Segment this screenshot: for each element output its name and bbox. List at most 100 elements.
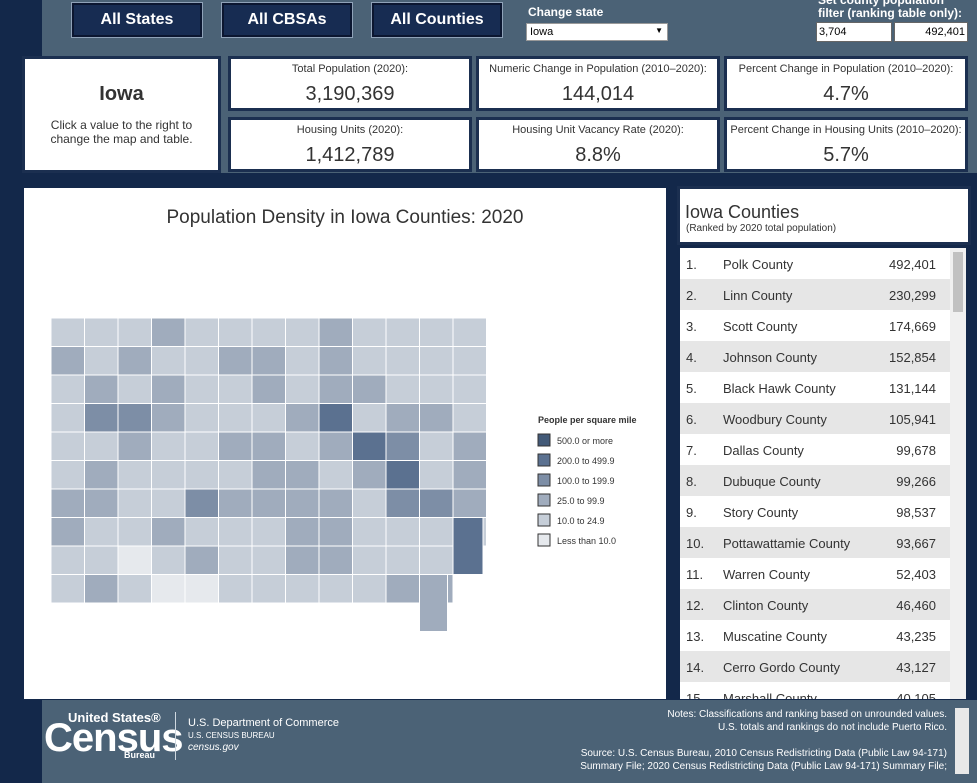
table-row[interactable]: 2. Linn County 230,299 xyxy=(680,279,958,310)
table-row[interactable]: 8. Dubuque County 99,266 xyxy=(680,465,958,496)
stat-value: 4.7% xyxy=(823,83,869,105)
legend-swatch xyxy=(537,433,551,447)
county-shape xyxy=(352,431,387,461)
table-row[interactable]: 15. Marshall County 40,105 xyxy=(680,682,958,699)
stat-card[interactable]: Total Population (2020): 3,190,369 xyxy=(228,56,472,111)
county-shape xyxy=(151,346,186,376)
filter-max[interactable]: 492,401 xyxy=(894,22,968,42)
footer: United States® Census Bureau U.S. Depart… xyxy=(42,700,977,783)
county-shape xyxy=(285,431,320,461)
table-row[interactable]: 5. Black Hawk County 131,144 xyxy=(680,372,958,403)
county-shape xyxy=(151,517,186,547)
table-row[interactable]: 11. Warren County 52,403 xyxy=(680,558,958,589)
legend-swatch xyxy=(537,493,551,507)
table-row[interactable]: 13. Muscatine County 43,235 xyxy=(680,620,958,651)
county: Cerro Gordo County xyxy=(723,660,841,675)
logo-top: United States® xyxy=(68,710,161,725)
state-select[interactable]: Iowa ▼ xyxy=(526,23,668,41)
county-shape xyxy=(452,374,487,404)
county-shape xyxy=(218,431,253,461)
county-shape xyxy=(184,574,219,604)
dropdown-arrow: ▼ xyxy=(655,26,663,35)
county-shape xyxy=(251,346,286,376)
stat-label: Housing Units (2020): xyxy=(296,124,404,136)
table-row[interactable]: 10. Pottawattamie County 93,667 xyxy=(680,527,958,558)
legend-label: 500.0 or more xyxy=(557,436,613,446)
stat-card[interactable]: Percent Change in Housing Units (2010–20… xyxy=(724,117,968,172)
county-shape xyxy=(419,574,448,632)
county: Story County xyxy=(723,505,799,520)
county-shape xyxy=(218,574,253,604)
county-shape xyxy=(385,403,420,433)
county-shape xyxy=(419,545,454,575)
county-shape xyxy=(285,488,320,518)
stat-label: Numeric Change in Population (2010–2020)… xyxy=(489,63,707,75)
stat-card[interactable]: Housing Units (2020): 1,412,789 xyxy=(228,117,472,172)
county-shape xyxy=(251,374,286,404)
county-shape xyxy=(184,460,219,490)
legend-label: 200.0 to 499.9 xyxy=(557,456,615,466)
county-shape xyxy=(117,317,152,347)
rank: 11. xyxy=(686,567,704,582)
legend-label: 25.0 to 99.9 xyxy=(557,496,605,506)
county: Clinton County xyxy=(723,598,809,613)
table-row[interactable]: 3. Scott County 174,669 xyxy=(680,310,958,341)
county: Dubuque County xyxy=(723,474,821,489)
county-shape xyxy=(318,374,353,404)
population: 105,941 xyxy=(889,412,936,427)
filter-min[interactable]: 3,704 xyxy=(816,22,892,42)
stat-card[interactable]: Percent Change in Population (2010–2020)… xyxy=(724,56,968,111)
county-shape xyxy=(84,317,119,347)
table-header: Iowa Counties (Ranked by 2020 total popu… xyxy=(677,186,971,245)
footer-line: Summary File; 2020 Census Redistricting … xyxy=(580,761,947,772)
button[interactable]: All CBSAs xyxy=(221,2,353,38)
population: 43,127 xyxy=(896,660,936,675)
county-shape xyxy=(117,545,152,575)
state-card: Iowa Click a value to the right to chang… xyxy=(22,56,221,173)
rank: 15. xyxy=(686,691,705,699)
table-row[interactable]: 9. Story County 98,537 xyxy=(680,496,958,527)
county-shape xyxy=(84,574,119,604)
footer-scroll[interactable] xyxy=(955,708,969,774)
county-shape xyxy=(184,317,219,347)
county-shape xyxy=(117,488,152,518)
table-row[interactable]: 14. Cerro Gordo County 43,127 xyxy=(680,651,958,682)
county-shape xyxy=(251,431,286,461)
county-shape xyxy=(385,431,420,461)
state-name: Iowa xyxy=(99,83,144,105)
hint: Click a value to the right to change the… xyxy=(50,118,193,146)
county: Woodbury County xyxy=(723,412,827,427)
county-shape xyxy=(151,403,186,433)
legend-label: Less than 10.0 xyxy=(557,536,616,546)
county: Muscatine County xyxy=(723,629,828,644)
county: Warren County xyxy=(723,567,810,582)
rank: 12. xyxy=(686,598,705,613)
stat-card[interactable]: Housing Unit Vacancy Rate (2020): 8.8% xyxy=(476,117,720,172)
table-row[interactable]: 4. Johnson County 152,854 xyxy=(680,341,958,372)
county-shape xyxy=(84,431,119,461)
population: 52,403 xyxy=(896,567,936,582)
county-shape xyxy=(318,574,353,604)
scroll-thumb[interactable] xyxy=(953,252,963,312)
stat-label: Total Population (2020): xyxy=(291,63,409,75)
county-shape xyxy=(84,374,119,404)
county-shape xyxy=(385,545,420,575)
county-shape xyxy=(184,374,219,404)
county-shape xyxy=(117,374,152,404)
stat-value: 5.7% xyxy=(823,144,869,166)
county-shape xyxy=(184,403,219,433)
button[interactable]: All States xyxy=(71,2,203,38)
population: 99,678 xyxy=(896,443,936,458)
scrollbar[interactable] xyxy=(950,248,966,699)
table-row[interactable]: 12. Clinton County 46,460 xyxy=(680,589,958,620)
stat-label: Percent Change in Housing Units (2010–20… xyxy=(730,124,962,136)
county-shape xyxy=(251,545,286,575)
county-shape xyxy=(50,460,85,490)
table-row[interactable]: 6. Woodbury County 105,941 xyxy=(680,403,958,434)
stat-card[interactable]: Numeric Change in Population (2010–2020)… xyxy=(476,56,720,111)
table-row[interactable]: 7. Dallas County 99,678 xyxy=(680,434,958,465)
button[interactable]: All Counties xyxy=(371,2,503,38)
table-row[interactable]: 1. Polk County 492,401 xyxy=(680,248,958,279)
county-shape xyxy=(385,574,420,604)
